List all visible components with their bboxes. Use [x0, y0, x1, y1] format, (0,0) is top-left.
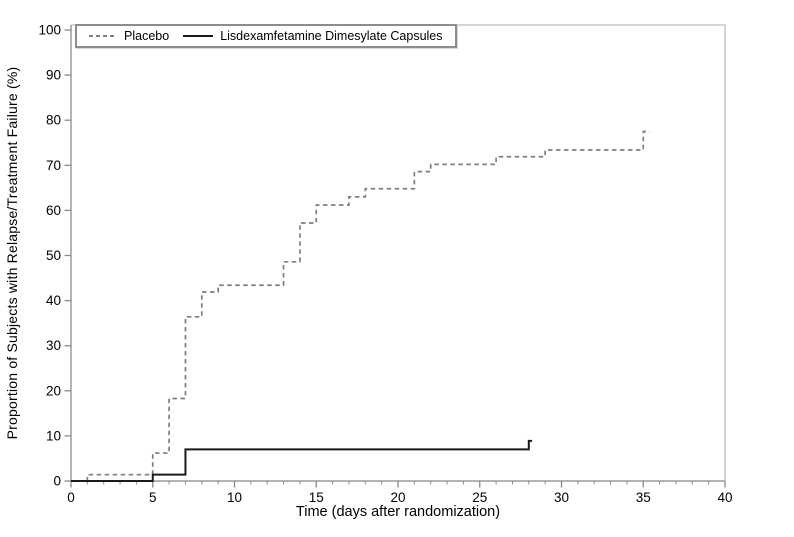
y-tick-label: 40: [46, 293, 61, 308]
x-tick-label: 30: [554, 490, 569, 505]
series-line-lisdexamfetamine: [71, 439, 533, 482]
y-tick-label: 90: [46, 68, 61, 83]
x-tick-label: 40: [717, 490, 732, 505]
y-tick-label: 60: [46, 203, 61, 218]
axis-lines: [70, 25, 725, 482]
legend-label-placebo: Placebo: [124, 29, 170, 43]
legend-box: Placebo Lisdexamfetamine Dimesylate Caps…: [75, 24, 457, 48]
y-tick-label: 80: [46, 113, 61, 128]
y-tick-label: 10: [46, 428, 61, 443]
y-tick-label: 70: [46, 158, 61, 173]
x-tick-label: 35: [636, 490, 651, 505]
legend-item-placebo: Placebo: [89, 29, 169, 43]
y-tick-label: 20: [46, 383, 61, 398]
solid-line-sample-icon: [183, 35, 214, 37]
x-axis-title: Time (days after randomization): [295, 504, 501, 520]
x-tick-label: 15: [309, 490, 324, 505]
y-tick-label: 100: [38, 23, 61, 38]
y-tick-label: 50: [46, 248, 61, 263]
legend-item-lisdexamfetamine: Lisdexamfetamine Dimesylate Capsules: [183, 29, 443, 43]
x-tick-label: 0: [67, 490, 75, 505]
x-tick-label: 5: [149, 490, 157, 505]
x-tick-label: 20: [390, 490, 405, 505]
x-tick-label: 25: [472, 490, 487, 505]
dashed-line-sample-icon: [89, 35, 117, 37]
plot-frame: [71, 24, 726, 481]
y-tick-label: 0: [53, 474, 61, 489]
legend-label-lisdexamfetamine: Lisdexamfetamine Dimesylate Capsules: [220, 29, 443, 43]
x-tick-label: 10: [227, 490, 242, 505]
y-axis-title: Proportion of Subjects with Relapse/Trea…: [4, 66, 20, 440]
series-line-placebo: [71, 130, 650, 482]
y-tick-label: 30: [46, 338, 61, 353]
